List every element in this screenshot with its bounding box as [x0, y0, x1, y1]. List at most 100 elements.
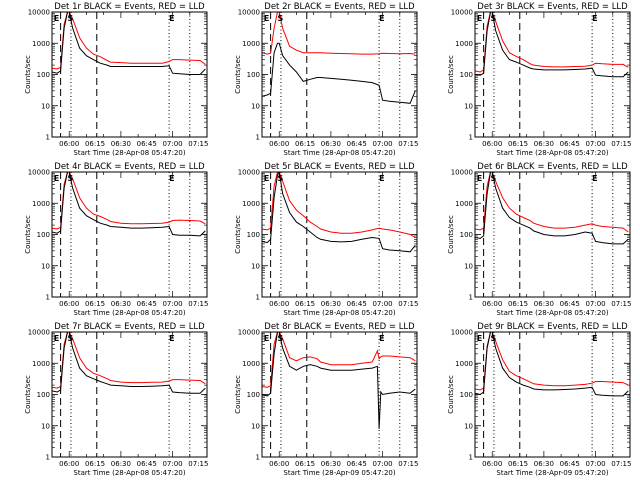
series-line-events — [475, 332, 629, 397]
series-line-events — [475, 12, 629, 78]
panel-title: Det 5r BLACK = Events, RED = LLD — [264, 162, 415, 172]
plot-frame — [261, 11, 418, 138]
x-tick-label: 06:00 — [59, 460, 79, 468]
x-axis-label: Start Time (28-Apr-09 05:47:20) — [283, 469, 395, 477]
x-axis-label: Start Time (28-Apr-09 05:47:20) — [496, 469, 608, 477]
x-tick-label: 06:45 — [347, 140, 367, 148]
x-tick-label: 06:15 — [295, 300, 315, 308]
y-tick-label: 10000 — [238, 329, 260, 337]
x-axis-label: Start Time (28-Apr-08 05:47:20) — [283, 309, 395, 317]
flag-marker: E — [592, 14, 597, 23]
detector-panel-3: Det 3r BLACK = Events, RED = LLD 1 10 100 10… — [447, 2, 631, 157]
x-tick-label: 07:15 — [611, 300, 631, 308]
panel-title: Det 6r BLACK = Events, RED = LLD — [477, 162, 628, 172]
x-tick-label: 07:00 — [585, 460, 605, 468]
series-line-events — [262, 332, 416, 429]
flag-marker: E — [592, 174, 597, 183]
y-tick-label: 10 — [464, 262, 473, 270]
x-tick-label: 07:15 — [611, 460, 631, 468]
y-tick-label: 1000 — [32, 40, 50, 48]
y-tick-label: 1 — [46, 134, 50, 142]
y-tick-label: 100 — [247, 391, 260, 399]
y-tick-label: 10000 — [28, 169, 50, 177]
series-line-lld — [475, 332, 629, 391]
x-tick-label: 06:15 — [508, 300, 528, 308]
x-tick-label: 06:00 — [59, 300, 79, 308]
series-line-lld — [262, 172, 416, 238]
series-line-lld — [52, 12, 206, 70]
y-axis-label: Counts/sec — [24, 375, 32, 414]
flag-marker: S — [278, 14, 284, 23]
series-line-lld — [52, 172, 206, 230]
x-tick-label: 06:45 — [560, 460, 580, 468]
flag-marker: E — [169, 334, 174, 343]
y-tick-label: 1000 — [455, 360, 473, 368]
y-tick-label: 1000 — [455, 200, 473, 208]
detector-panel-4: Det 4r BLACK = Events, RED = LLD 1 10 100 10… — [24, 162, 208, 317]
x-axis-label: Start Time (28-Apr-08 05:47:20) — [283, 149, 395, 157]
x-axis-label: Start Time (28-Apr-08 05:47:20) — [73, 149, 185, 157]
series-line-lld — [475, 172, 629, 233]
flag-marker: E — [169, 14, 174, 23]
flag-marker: E — [54, 174, 59, 183]
series-group — [52, 332, 206, 394]
detector-panel-6: Det 6r BLACK = Events, RED = LLD 1 10 100 10… — [447, 162, 631, 317]
x-tick-label: 07:15 — [188, 460, 208, 468]
flag-marker: E — [379, 174, 384, 183]
x-tick-label: 07:00 — [162, 460, 182, 468]
series-line-lld — [262, 12, 416, 55]
x-tick-label: 06:30 — [534, 460, 554, 468]
x-tick-label: 07:15 — [398, 460, 418, 468]
panel-title: Det 8r BLACK = Events, RED = LLD — [264, 322, 415, 332]
plot-frame — [261, 171, 418, 298]
y-axis-label: Counts/sec — [234, 375, 242, 414]
flag-marker: S — [68, 14, 74, 23]
y-axis-label: Counts/sec — [234, 55, 242, 94]
y-axis-label: Counts/sec — [234, 215, 242, 254]
series-group — [52, 12, 206, 75]
flag-marker: S — [491, 14, 497, 23]
x-tick-label: 07:00 — [162, 300, 182, 308]
series-group — [52, 172, 206, 237]
panel-title: Det 3r BLACK = Events, RED = LLD — [477, 2, 628, 12]
detector-panel-2: Det 2r BLACK = Events, RED = LLD 1 10 100 10… — [234, 2, 418, 157]
x-tick-label: 06:30 — [534, 300, 554, 308]
x-tick-label: 06:15 — [295, 140, 315, 148]
x-tick-label: 07:00 — [372, 300, 392, 308]
x-tick-label: 06:30 — [321, 140, 341, 148]
x-tick-label: 06:30 — [111, 460, 131, 468]
x-tick-label: 06:45 — [347, 460, 367, 468]
series-group — [475, 12, 629, 78]
x-tick-label: 07:00 — [585, 140, 605, 148]
flag-marker: S — [278, 334, 284, 343]
plot-frame — [51, 11, 208, 138]
x-tick-label: 06:15 — [508, 460, 528, 468]
x-axis-label: Start Time (28-Apr-08 05:47:20) — [73, 309, 185, 317]
y-tick-label: 1 — [469, 134, 473, 142]
y-tick-label: 10000 — [451, 329, 473, 337]
y-tick-label: 100 — [460, 71, 473, 79]
x-tick-label: 06:00 — [269, 300, 289, 308]
y-tick-label: 10 — [464, 422, 473, 430]
panel-title: Det 9r BLACK = Events, RED = LLD — [477, 322, 628, 332]
x-tick-label: 06:45 — [347, 300, 367, 308]
plot-frame — [51, 171, 208, 298]
flag-marker: E — [264, 334, 269, 343]
detector-panel-9: Det 9r BLACK = Events, RED = LLD 1 10 100 10… — [447, 322, 631, 477]
x-tick-label: 06:15 — [508, 140, 528, 148]
y-tick-label: 10000 — [28, 329, 50, 337]
x-tick-label: 06:45 — [137, 140, 157, 148]
y-tick-label: 10 — [251, 102, 260, 110]
flag-marker: E — [169, 174, 174, 183]
x-tick-label: 06:00 — [59, 140, 79, 148]
y-tick-label: 100 — [460, 391, 473, 399]
x-tick-label: 06:45 — [137, 460, 157, 468]
y-tick-label: 1000 — [32, 200, 50, 208]
x-tick-label: 06:45 — [560, 140, 580, 148]
series-group — [262, 172, 416, 253]
y-tick-label: 1000 — [242, 40, 260, 48]
panel-title: Det 4r BLACK = Events, RED = LLD — [54, 162, 205, 172]
x-tick-label: 06:30 — [321, 300, 341, 308]
y-tick-label: 100 — [247, 71, 260, 79]
x-tick-label: 06:15 — [295, 460, 315, 468]
